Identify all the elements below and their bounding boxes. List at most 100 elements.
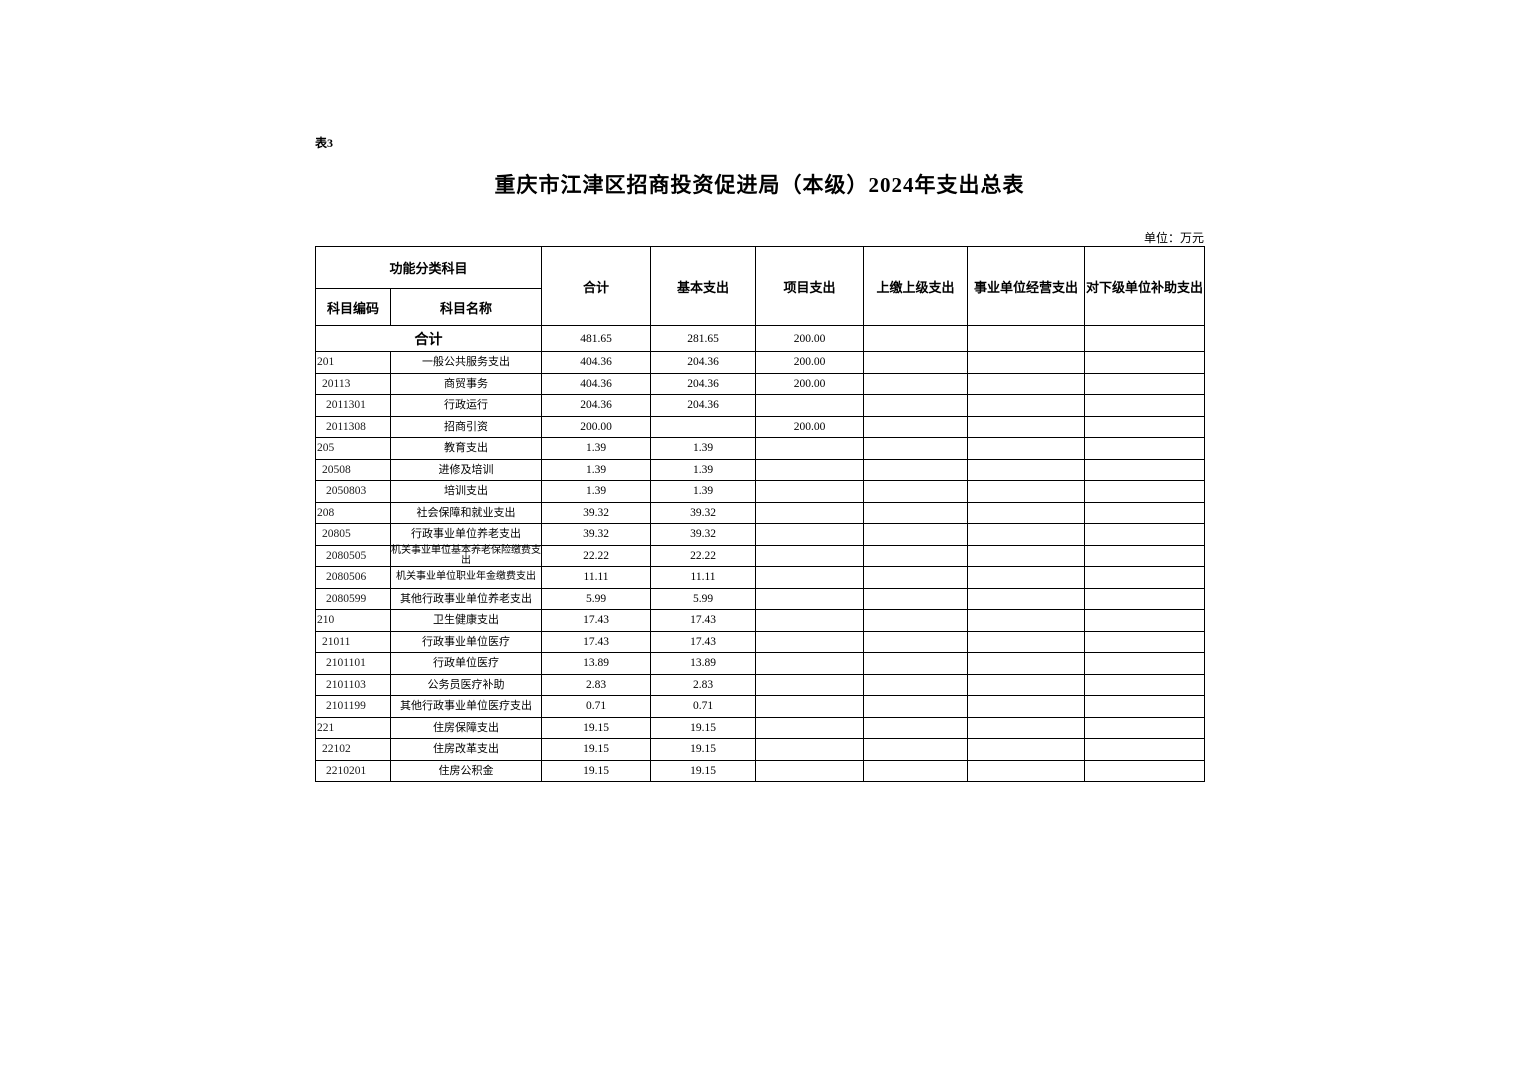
cell-subject-name: 公务员医疗补助 [389,673,543,696]
cell-value-operating [967,652,1086,675]
cell-value-upward [863,716,969,739]
cell-value-operating [967,566,1086,589]
cell-value-operating [967,738,1086,761]
cell-value-subsidy [1084,437,1206,460]
cell-value-upward [863,673,969,696]
cell-value-basic: 5.99 [650,587,757,610]
cell-value-sum: 39.32 [541,501,652,524]
cell-value-sum: 13.89 [541,652,652,675]
cell-value-subsidy [1084,587,1206,610]
cell-value-upward [863,437,969,460]
cell-subject-name: 行政事业单位养老支出 [389,523,543,546]
cell-value-operating [967,458,1086,481]
cell-value-sum: 17.43 [541,630,652,653]
cell-subject-code: 2101101 [315,652,391,675]
cell-value-sum: 22.22 [541,544,652,567]
table-row: 2101103 公务员医疗补助 2.83 2.83 [315,673,1206,696]
cell-value-project [755,523,865,546]
cell-subject-code: 201 [315,351,391,374]
cell-value-project [755,566,865,589]
cell-value-project [755,609,865,632]
cell-value-basic: 39.32 [650,523,757,546]
header-total: 合计 [541,246,652,326]
cell-subject-code: 2011308 [315,415,391,438]
expenditure-table: 功能分类科目 合计 基本支出 项目支出 上缴上级支出 事业单位经营支出 对下级单… [314,246,1206,782]
header-subsidy-to-subordinates: 对下级单位补助支出 [1084,246,1206,326]
cell-value-operating [967,609,1086,632]
cell-value-upward [863,458,969,481]
header-project-expenditure: 项目支出 [755,246,865,326]
cell-value-basic [650,415,757,438]
cell-value-project [755,544,865,567]
total-value-subsidy [1084,325,1206,352]
cell-subject-name: 行政运行 [389,394,543,417]
cell-value-operating [967,372,1086,395]
cell-value-operating [967,351,1086,374]
cell-value-sum: 17.43 [541,609,652,632]
cell-value-operating [967,415,1086,438]
cell-subject-code: 2080506 [315,566,391,589]
header-basic-expenditure: 基本支出 [650,246,757,326]
cell-value-operating [967,630,1086,653]
cell-value-operating [967,759,1086,782]
cell-value-upward [863,372,969,395]
table-row: 2011308 招商引资 200.00 200.00 [315,415,1206,438]
page-title: 重庆市江津区招商投资促进局（本级）2024年支出总表 [494,173,1025,197]
table-row: 205 教育支出 1.39 1.39 [315,437,1206,460]
table-number-label: 表3 [315,136,334,150]
cell-value-subsidy [1084,480,1206,503]
cell-subject-name: 卫生健康支出 [389,609,543,632]
cell-value-upward [863,630,969,653]
cell-subject-name: 进修及培训 [389,458,543,481]
cell-value-subsidy [1084,695,1206,718]
table-row: 2210201 住房公积金 19.15 19.15 [315,759,1206,782]
cell-subject-code: 20113 [315,372,391,395]
cell-value-subsidy [1084,544,1206,567]
cell-value-subsidy [1084,351,1206,374]
cell-subject-code: 2050803 [315,480,391,503]
cell-value-basic: 1.39 [650,480,757,503]
table-header: 功能分类科目 合计 基本支出 项目支出 上缴上级支出 事业单位经营支出 对下级单… [314,246,1206,326]
cell-subject-code: 20508 [315,458,391,481]
cell-value-subsidy [1084,501,1206,524]
total-value-upward [863,325,969,352]
header-upward-payment: 上缴上级支出 [863,246,969,326]
cell-value-sum: 19.15 [541,759,652,782]
cell-value-basic: 19.15 [650,738,757,761]
cell-value-subsidy [1084,372,1206,395]
cell-subject-name: 住房公积金 [389,759,543,782]
cell-value-basic: 2.83 [650,673,757,696]
table-row: 221 住房保障支出 19.15 19.15 [315,716,1206,739]
cell-value-project [755,501,865,524]
cell-value-upward [863,609,969,632]
cell-value-operating [967,480,1086,503]
cell-value-operating [967,437,1086,460]
table-row: 2011301 行政运行 204.36 204.36 [315,394,1206,417]
cell-subject-code: 2210201 [315,759,391,782]
cell-value-basic: 17.43 [650,630,757,653]
cell-value-project [755,437,865,460]
cell-value-upward [863,480,969,503]
table-row: 21011 行政事业单位医疗 17.43 17.43 [315,630,1206,653]
header-subject-name: 科目名称 [389,288,543,326]
cell-value-sum: 1.39 [541,480,652,503]
total-value-operating [967,325,1086,352]
cell-value-upward [863,587,969,610]
cell-subject-code: 2101199 [315,695,391,718]
cell-value-basic: 11.11 [650,566,757,589]
cell-value-upward [863,351,969,374]
cell-value-basic: 204.36 [650,394,757,417]
cell-subject-code: 21011 [315,630,391,653]
cell-value-upward [863,544,969,567]
cell-subject-code: 208 [315,501,391,524]
table-row: 2080505 机关事业单位基本养老保险缴费支出 22.22 22.22 [315,544,1206,567]
cell-value-project [755,394,865,417]
cell-value-sum: 0.71 [541,695,652,718]
cell-subject-code: 2080505 [315,544,391,567]
cell-value-sum: 11.11 [541,566,652,589]
table-row: 2050803 培训支出 1.39 1.39 [315,480,1206,503]
cell-value-project [755,673,865,696]
header-subject-code: 科目编码 [315,288,391,326]
cell-value-sum: 2.83 [541,673,652,696]
